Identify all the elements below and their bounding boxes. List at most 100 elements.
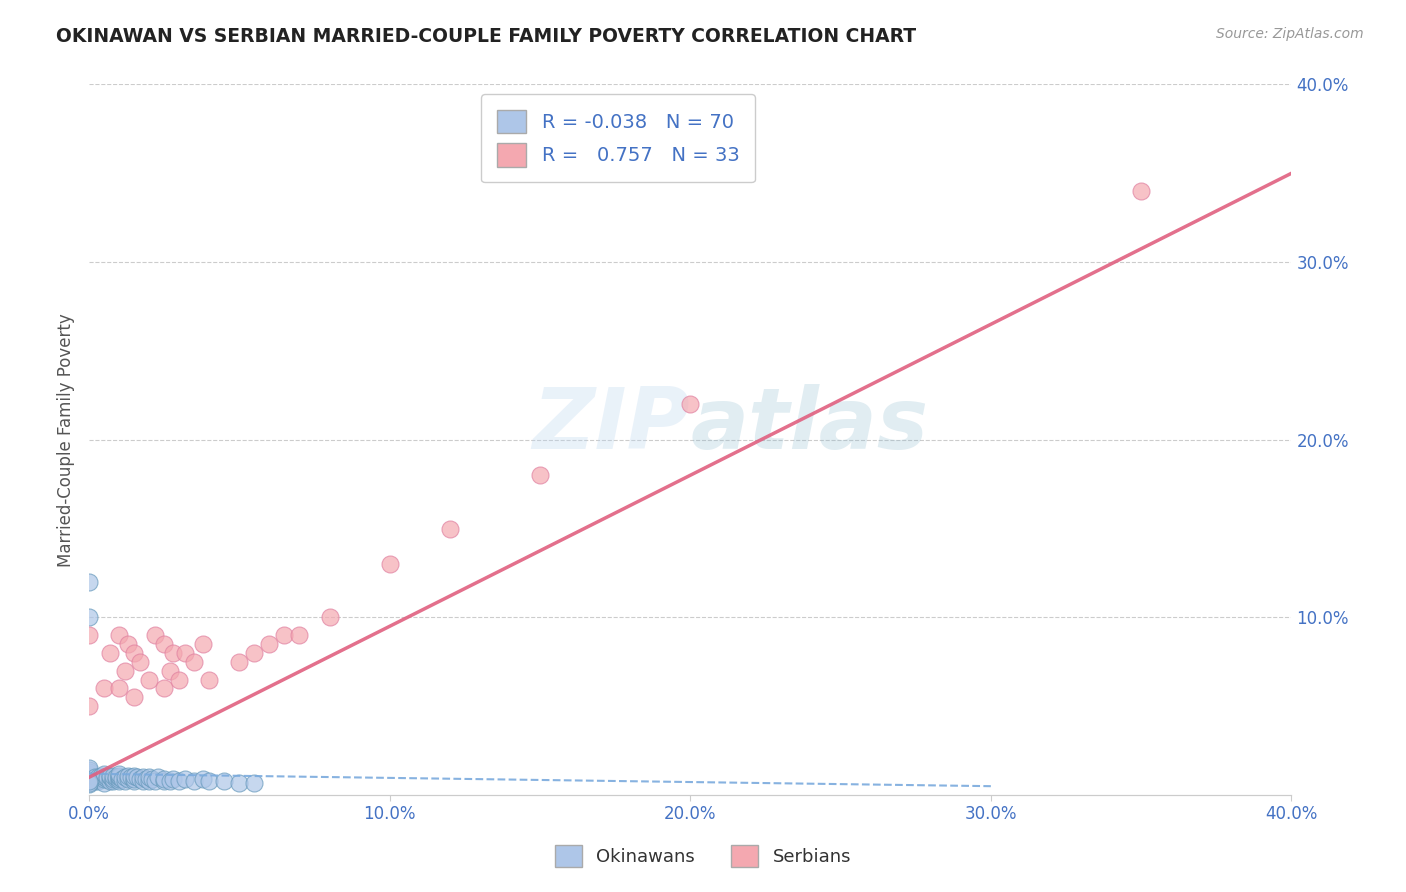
Point	[122, 773, 145, 788]
Point	[122, 768, 145, 782]
Text: ZIP: ZIP	[533, 384, 690, 467]
Point	[132, 770, 155, 784]
Y-axis label: Married-Couple Family Poverty: Married-Couple Family Poverty	[58, 313, 75, 566]
Point	[273, 628, 295, 642]
Text: OKINAWAN VS SERBIAN MARRIED-COUPLE FAMILY POVERTY CORRELATION CHART: OKINAWAN VS SERBIAN MARRIED-COUPLE FAMIL…	[56, 27, 917, 45]
Point	[129, 772, 152, 786]
Point	[439, 522, 461, 536]
Point	[77, 610, 100, 624]
Point	[129, 655, 152, 669]
Text: Source: ZipAtlas.com: Source: ZipAtlas.com	[1216, 27, 1364, 41]
Point	[77, 761, 100, 775]
Point	[138, 770, 160, 784]
Point	[93, 766, 115, 780]
Point	[87, 772, 110, 786]
Point	[141, 772, 163, 786]
Point	[153, 681, 176, 696]
Point	[228, 775, 250, 789]
Point	[167, 673, 190, 687]
Point	[87, 773, 110, 788]
Point	[117, 768, 139, 782]
Point	[93, 775, 115, 789]
Point	[122, 690, 145, 705]
Point	[98, 770, 121, 784]
Point	[77, 766, 100, 780]
Point	[143, 773, 166, 788]
Point	[153, 773, 176, 788]
Point	[98, 646, 121, 660]
Point	[84, 773, 107, 788]
Point	[77, 699, 100, 714]
Point	[96, 772, 118, 786]
Point	[98, 773, 121, 788]
Point	[148, 770, 170, 784]
Point	[1130, 184, 1153, 198]
Point	[127, 770, 149, 784]
Point	[183, 773, 205, 788]
Point	[108, 772, 131, 786]
Point	[77, 770, 100, 784]
Point	[159, 664, 181, 678]
Point	[288, 628, 311, 642]
Point	[259, 637, 281, 651]
Point	[77, 768, 100, 782]
Point	[162, 772, 184, 786]
Point	[90, 772, 112, 786]
Text: atlas: atlas	[690, 384, 928, 467]
Point	[77, 777, 100, 791]
Point	[117, 772, 139, 786]
Point	[132, 773, 155, 788]
Point	[153, 772, 176, 786]
Point	[105, 770, 128, 784]
Point	[214, 773, 236, 788]
Point	[243, 646, 266, 660]
Point	[77, 574, 100, 589]
Point	[101, 773, 124, 788]
Point	[153, 637, 176, 651]
Point	[183, 655, 205, 669]
Point	[114, 664, 136, 678]
Point	[77, 773, 100, 788]
Point	[318, 610, 340, 624]
Point	[114, 770, 136, 784]
Point	[84, 770, 107, 784]
Point	[122, 772, 145, 786]
Point	[198, 673, 221, 687]
Point	[108, 770, 131, 784]
Legend: Okinawans, Serbians: Okinawans, Serbians	[547, 838, 859, 874]
Point	[77, 772, 100, 786]
Point	[378, 557, 401, 571]
Point	[122, 646, 145, 660]
Point	[193, 772, 215, 786]
Point	[174, 772, 197, 786]
Point	[101, 772, 124, 786]
Point	[111, 772, 134, 786]
Point	[120, 770, 142, 784]
Point	[77, 775, 100, 789]
Point	[174, 646, 197, 660]
Point	[162, 646, 184, 660]
Point	[77, 763, 100, 777]
Point	[77, 773, 100, 788]
Point	[193, 637, 215, 651]
Point	[77, 764, 100, 779]
Point	[93, 770, 115, 784]
Point	[93, 681, 115, 696]
Point	[529, 468, 551, 483]
Point	[135, 772, 157, 786]
Point	[228, 655, 250, 669]
Point	[101, 768, 124, 782]
Point	[77, 628, 100, 642]
Point	[108, 773, 131, 788]
Point	[90, 768, 112, 782]
Point	[679, 397, 702, 411]
Point	[87, 770, 110, 784]
Legend: R = -0.038   N = 70, R =   0.757   N = 33: R = -0.038 N = 70, R = 0.757 N = 33	[481, 95, 755, 183]
Point	[138, 773, 160, 788]
Point	[108, 768, 131, 782]
Point	[159, 773, 181, 788]
Point	[243, 775, 266, 789]
Point	[96, 770, 118, 784]
Point	[167, 773, 190, 788]
Point	[108, 766, 131, 780]
